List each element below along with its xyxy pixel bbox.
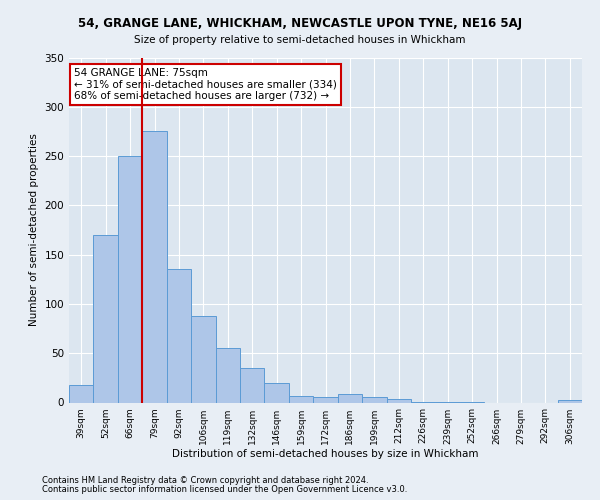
Text: Contains HM Land Registry data © Crown copyright and database right 2024.: Contains HM Land Registry data © Crown c…: [42, 476, 368, 485]
Text: 54 GRANGE LANE: 75sqm
← 31% of semi-detached houses are smaller (334)
68% of sem: 54 GRANGE LANE: 75sqm ← 31% of semi-deta…: [74, 68, 337, 101]
Bar: [167, 270, 191, 402]
X-axis label: Distribution of semi-detached houses by size in Whickham: Distribution of semi-detached houses by …: [172, 450, 479, 460]
Bar: [240, 368, 265, 402]
Bar: [557, 400, 582, 402]
Text: 54, GRANGE LANE, WHICKHAM, NEWCASTLE UPON TYNE, NE16 5AJ: 54, GRANGE LANE, WHICKHAM, NEWCASTLE UPO…: [78, 18, 522, 30]
Y-axis label: Number of semi-detached properties: Number of semi-detached properties: [29, 134, 39, 326]
Bar: [215, 348, 240, 403]
Bar: [142, 132, 167, 402]
Text: Size of property relative to semi-detached houses in Whickham: Size of property relative to semi-detach…: [134, 35, 466, 45]
Bar: [265, 383, 289, 402]
Bar: [94, 235, 118, 402]
Bar: [69, 385, 94, 402]
Bar: [386, 398, 411, 402]
Bar: [118, 156, 142, 402]
Text: Contains public sector information licensed under the Open Government Licence v3: Contains public sector information licen…: [42, 485, 407, 494]
Bar: [338, 394, 362, 402]
Bar: [313, 396, 338, 402]
Bar: [362, 396, 386, 402]
Bar: [191, 316, 215, 402]
Bar: [289, 396, 313, 402]
